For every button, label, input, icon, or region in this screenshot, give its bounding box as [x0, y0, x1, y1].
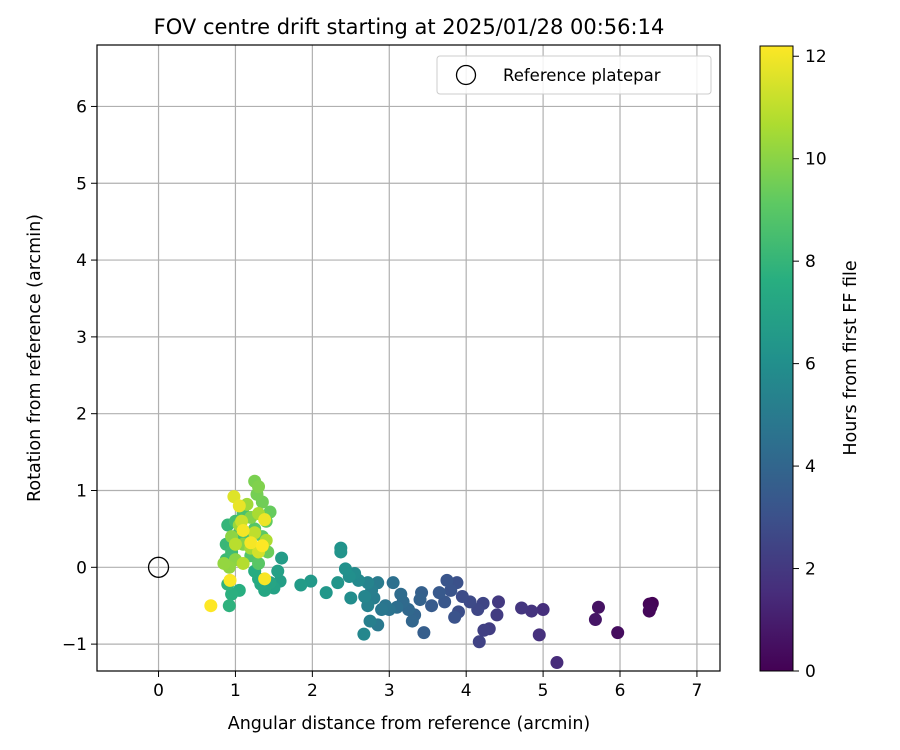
data-point-116 — [223, 573, 237, 587]
data-point-10 — [525, 604, 539, 618]
y-tick-label-4: 3 — [76, 328, 87, 348]
data-point-61 — [294, 578, 308, 592]
data-point-59 — [319, 586, 333, 600]
colorbar-tick-label-3: 6 — [805, 355, 816, 375]
data-point-33 — [405, 614, 419, 628]
data-point-113 — [236, 523, 250, 537]
data-point-117 — [204, 599, 218, 613]
data-point-12 — [491, 595, 505, 609]
y-tick-label-6: 5 — [76, 174, 87, 194]
data-point-114 — [244, 536, 258, 550]
data-point-107 — [248, 526, 262, 540]
x-tick-label-4: 4 — [461, 681, 472, 701]
data-point-31 — [413, 593, 427, 607]
data-point-13 — [490, 608, 504, 622]
colorbar-label: Hours from first FF file — [841, 260, 861, 455]
data-point-28 — [425, 599, 439, 613]
y-tick-label-7: 6 — [76, 97, 87, 117]
plot-frame — [96, 44, 721, 672]
data-point-8 — [536, 603, 550, 617]
colorbar-tick-label-6: 12 — [805, 47, 827, 67]
data-point-58 — [331, 576, 345, 590]
data-point-16 — [472, 635, 486, 649]
x-tick-label-2: 2 — [307, 681, 318, 701]
data-point-53 — [344, 591, 358, 605]
data-point-118 — [255, 539, 269, 553]
data-point-23 — [448, 610, 462, 624]
reference-point-group — [147, 556, 170, 578]
data-point-112 — [258, 513, 272, 527]
data-point-85 — [252, 556, 266, 570]
x-axis-ticks: 0 1 2 3 4 5 6 7 — [153, 671, 702, 701]
data-point-55 — [338, 562, 352, 576]
data-point-50 — [357, 627, 371, 641]
data-point-11 — [515, 601, 529, 615]
y-axis-ticks: −1 0 1 2 3 4 5 6 — [62, 97, 97, 655]
x-axis-label: Angular distance from reference (arcmin) — [228, 714, 591, 734]
x-tick-label-5: 5 — [538, 681, 549, 701]
data-point-41 — [375, 603, 389, 617]
legend: Reference platepar — [436, 55, 712, 95]
data-point-64 — [271, 564, 285, 578]
y-tick-label-3: 2 — [76, 405, 87, 425]
y-tick-label-5: 4 — [76, 251, 87, 271]
data-point-46 — [363, 614, 377, 628]
data-point-25 — [440, 573, 454, 587]
x-tick-label-6: 6 — [615, 681, 626, 701]
grid-lines — [97, 45, 720, 671]
legend-box — [436, 55, 712, 95]
x-tick-label-7: 7 — [692, 681, 703, 701]
x-tick-label-3: 3 — [384, 681, 395, 701]
colorbar: 0 2 4 6 8 10 12 Hours from first FF file — [759, 45, 861, 682]
data-point-15 — [477, 623, 491, 637]
data-point-73 — [222, 599, 236, 613]
reference-point-marker — [147, 556, 170, 578]
data-point-6 — [588, 613, 602, 627]
y-tick-label-0: −1 — [62, 635, 87, 655]
data-points — [204, 474, 659, 670]
data-point-72 — [225, 587, 239, 601]
data-point-111 — [232, 499, 246, 513]
data-point-7 — [550, 656, 564, 670]
colorbar-tick-label-0: 0 — [805, 662, 816, 682]
data-point-57 — [334, 545, 348, 559]
legend-entry-reference: Reference platepar — [503, 66, 661, 85]
data-point-27 — [432, 586, 446, 600]
data-point-38 — [386, 576, 400, 590]
data-point-105 — [236, 556, 250, 570]
y-tick-label-2: 1 — [76, 481, 87, 501]
chart-title: FOV centre drift starting at 2025/01/28 … — [154, 15, 665, 39]
legend-marker-open-circle — [455, 64, 477, 86]
data-point-24 — [444, 583, 458, 597]
data-point-5 — [591, 600, 605, 614]
data-point-3 — [642, 604, 656, 618]
data-point-60 — [304, 574, 318, 588]
colorbar-tick-label-2: 4 — [805, 457, 816, 477]
colorbar-gradient — [759, 45, 794, 672]
colorbar-ticks: 0 2 4 6 8 10 12 — [793, 47, 827, 682]
data-point-62 — [275, 551, 289, 565]
colorbar-tick-label-1: 2 — [805, 560, 816, 580]
data-point-29 — [417, 626, 431, 640]
data-point-106 — [228, 537, 242, 551]
data-point-9 — [532, 628, 546, 642]
data-point-115 — [258, 572, 272, 586]
data-point-99 — [217, 556, 231, 570]
y-tick-label-1: 0 — [76, 558, 87, 578]
data-point-20 — [455, 589, 469, 603]
y-axis-label: Rotation from reference (arcmin) — [25, 214, 45, 502]
colorbar-tick-label-5: 10 — [805, 150, 827, 170]
data-point-93 — [252, 480, 266, 494]
colorbar-tick-label-4: 8 — [805, 252, 816, 272]
data-point-36 — [394, 587, 408, 601]
x-tick-label-0: 0 — [153, 681, 164, 701]
x-tick-label-1: 1 — [230, 681, 241, 701]
data-point-49 — [358, 589, 372, 603]
data-point-4 — [611, 626, 625, 640]
